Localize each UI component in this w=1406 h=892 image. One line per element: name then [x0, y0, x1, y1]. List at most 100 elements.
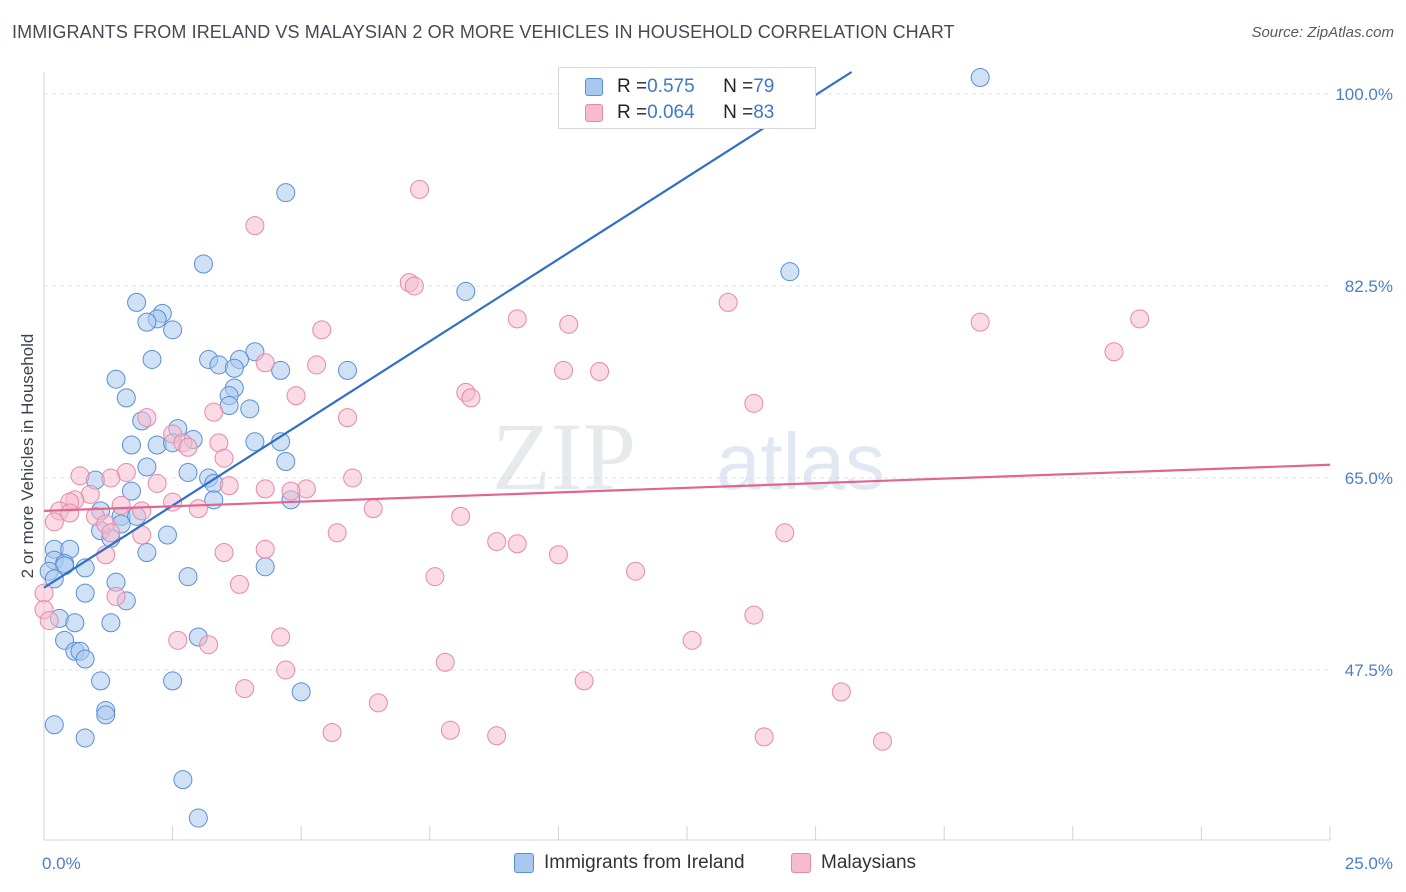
- point-malaysians: [775, 523, 795, 543]
- y-tick-label: 47.5%: [1345, 661, 1393, 680]
- series-swatch-ireland: [514, 853, 534, 873]
- point-malaysians: [327, 523, 347, 543]
- point-malaysians: [1130, 309, 1150, 329]
- point-ireland: [137, 457, 157, 477]
- chart-title: IMMIGRANTS FROM IRELAND VS MALAYSIAN 2 O…: [12, 22, 955, 42]
- point-ireland: [116, 388, 136, 408]
- point-malaysians: [188, 499, 208, 519]
- y-tick-label: 65.0%: [1345, 469, 1393, 488]
- point-malaysians: [574, 671, 594, 691]
- point-malaysians: [111, 495, 131, 515]
- series-legend-ireland: Immigrants from Ireland: [514, 852, 745, 874]
- point-malaysians: [507, 534, 527, 554]
- point-ireland: [44, 715, 64, 735]
- point-ireland: [106, 369, 126, 389]
- legend-swatch-malaysians: [585, 104, 603, 122]
- point-ireland: [224, 358, 244, 378]
- point-ireland: [271, 360, 291, 380]
- point-malaysians: [440, 720, 460, 740]
- point-malaysians: [559, 314, 579, 334]
- point-malaysians: [368, 693, 388, 713]
- trendline-ireland: [43, 71, 853, 589]
- point-malaysians: [245, 216, 265, 236]
- point-malaysians: [744, 393, 764, 413]
- point-ireland: [291, 682, 311, 702]
- y-axis-label: 2 or more Vehicles in Household: [18, 334, 37, 579]
- series-legend-malaysians: Malaysians: [791, 852, 916, 874]
- point-ireland: [173, 770, 193, 790]
- point-malaysians: [754, 727, 774, 747]
- y-tick-label: 82.5%: [1345, 277, 1393, 296]
- point-malaysians: [1104, 342, 1124, 362]
- point-ireland: [209, 355, 229, 375]
- series-legend: Immigrants from Ireland Malaysians: [0, 852, 1406, 878]
- point-ireland: [137, 312, 157, 332]
- point-ireland: [255, 557, 275, 577]
- legend-row-ireland: R = 0.575 N = 79: [585, 75, 774, 99]
- legend-row-malaysians: R = 0.064 N = 83: [585, 101, 774, 125]
- point-malaysians: [286, 386, 306, 406]
- point-ireland: [780, 262, 800, 282]
- legend-r-label: R =: [617, 102, 648, 123]
- point-malaysians: [168, 630, 188, 650]
- point-malaysians: [137, 408, 157, 428]
- tick-label-layer: 100.0% 82.5% 65.0% 47.5% 0.0% 25.0%: [42, 85, 1393, 873]
- point-malaysians: [872, 731, 892, 751]
- point-malaysians: [507, 309, 527, 329]
- point-malaysians: [404, 276, 424, 296]
- trend-layer: [43, 71, 1331, 589]
- series-label-malaysians: Malaysians: [821, 852, 917, 873]
- source-credit: Source: ZipAtlas.com: [1251, 24, 1394, 41]
- point-malaysians: [255, 479, 275, 499]
- point-malaysians: [106, 586, 126, 606]
- point-malaysians: [132, 501, 152, 521]
- point-malaysians: [461, 388, 481, 408]
- point-malaysians: [718, 292, 738, 312]
- point-ireland: [75, 728, 95, 748]
- point-ireland: [137, 543, 157, 563]
- point-ireland: [121, 435, 141, 455]
- legend-r-label: R =: [617, 76, 648, 97]
- axis-layer: [43, 72, 1331, 841]
- legend-n-label: N =: [723, 76, 754, 97]
- watermark: ZIP atlas: [492, 403, 885, 510]
- point-malaysians: [235, 679, 255, 699]
- point-malaysians: [554, 360, 574, 380]
- point-malaysians: [255, 353, 275, 373]
- point-malaysians: [337, 408, 357, 428]
- point-malaysians: [487, 726, 507, 746]
- point-ireland: [337, 360, 357, 380]
- point-malaysians: [276, 660, 296, 680]
- point-malaysians: [101, 468, 121, 488]
- point-malaysians: [214, 543, 234, 563]
- point-malaysians: [178, 437, 198, 457]
- point-malaysians: [435, 652, 455, 672]
- legend-n-label: N =: [723, 102, 754, 123]
- point-malaysians: [548, 545, 568, 565]
- point-malaysians: [255, 539, 275, 559]
- point-malaysians: [626, 561, 646, 581]
- y-tick-label: 100.0%: [1335, 85, 1393, 104]
- point-ireland: [121, 481, 141, 501]
- point-malaysians: [204, 402, 224, 422]
- point-ireland: [65, 613, 85, 633]
- point-ireland: [188, 808, 208, 828]
- point-ireland: [91, 671, 111, 691]
- point-ireland: [75, 649, 95, 669]
- point-malaysians: [487, 532, 507, 552]
- correlation-legend: R = 0.575 N = 79 R = 0.064 N = 83: [558, 67, 816, 129]
- point-ireland: [456, 281, 476, 301]
- point-malaysians: [271, 627, 291, 647]
- point-malaysians: [70, 466, 90, 486]
- point-ireland: [163, 671, 183, 691]
- point-malaysians: [281, 481, 301, 501]
- point-malaysians: [199, 635, 219, 655]
- legend-swatch-ireland: [585, 78, 603, 96]
- point-malaysians: [343, 468, 363, 488]
- series-ireland: [39, 67, 990, 828]
- point-malaysians: [219, 476, 239, 496]
- legend-n-value: 79: [753, 76, 775, 97]
- point-malaysians: [425, 567, 445, 587]
- point-malaysians: [214, 448, 234, 468]
